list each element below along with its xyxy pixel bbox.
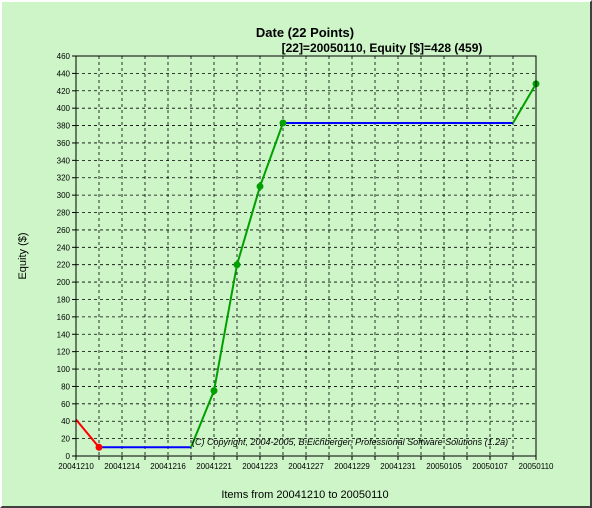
x-tick-label: 20041214 <box>104 462 140 471</box>
x-tick-label: 20050105 <box>426 462 462 471</box>
x-tick-label: 20050110 <box>519 462 555 471</box>
y-tick-label: 360 <box>57 139 71 148</box>
x-axis-label: Items from 20041210 to 20050110 <box>221 489 388 501</box>
y-tick-labels: 0 20 40 60 80 100 120 140 160 180 200 220 240 260 280 3… <box>57 52 76 461</box>
x-tick-label: 20041229 <box>334 462 370 471</box>
y-tick-label: 400 <box>57 104 71 113</box>
series-markers <box>95 80 540 451</box>
y-tick-label: 460 <box>57 52 71 61</box>
x-tick-label: 20041231 <box>380 462 416 471</box>
plot-frame <box>75 55 537 457</box>
y-tick-label: 20 <box>61 435 70 444</box>
y-tick-label: 300 <box>57 191 71 200</box>
y-tick-label: 40 <box>61 417 70 426</box>
x-tick-label: 20041210 <box>58 462 94 471</box>
y-tick-label: 380 <box>57 122 71 131</box>
y-tick-label: 140 <box>57 330 71 339</box>
y-tick-label: 100 <box>57 365 71 374</box>
y-tick-label: 80 <box>61 382 70 391</box>
data-point <box>256 182 264 190</box>
chart-title: Date (22 Points) <box>256 25 354 40</box>
y-tick-label: 60 <box>61 400 70 409</box>
series-line <box>75 418 100 448</box>
x-tick-label: 20041216 <box>150 462 186 471</box>
y-tick-label: 120 <box>57 348 71 357</box>
y-tick-label: 160 <box>57 313 71 322</box>
x-tick-labels: 20041210 20041214 20041216 20041221 20041223… <box>58 456 554 471</box>
y-tick-label: 420 <box>57 87 71 96</box>
copyright-annotation: (C) Copyright, 2004-2005, B.Eichberger, … <box>192 437 508 447</box>
y-axis-label: Equity ($) <box>17 232 29 279</box>
series-lines <box>75 83 537 449</box>
y-tick-label: 240 <box>57 243 71 252</box>
x-tick-label: 20041223 <box>242 462 278 471</box>
x-tick-label: 20041221 <box>196 462 232 471</box>
y-tick-label: 320 <box>57 174 71 183</box>
grid <box>76 56 536 456</box>
y-tick-label: 440 <box>57 69 71 78</box>
y-tick-label: 340 <box>57 156 71 165</box>
series-line <box>512 83 537 124</box>
data-point <box>279 119 287 127</box>
x-tick-label: 20050107 <box>472 462 508 471</box>
x-tick-label: 20041227 <box>288 462 324 471</box>
data-point <box>95 443 103 451</box>
chart-subtitle: [22]=20050110, Equity [$]=428 (459) <box>282 41 483 55</box>
y-tick-label: 280 <box>57 209 71 218</box>
y-tick-label: 220 <box>57 261 71 270</box>
y-tick-label: 200 <box>57 278 71 287</box>
y-tick-label: 260 <box>57 226 71 235</box>
y-tick-label: 0 <box>66 452 71 461</box>
data-point <box>210 387 218 395</box>
y-tick-label: 180 <box>57 295 71 304</box>
data-point <box>233 261 241 269</box>
